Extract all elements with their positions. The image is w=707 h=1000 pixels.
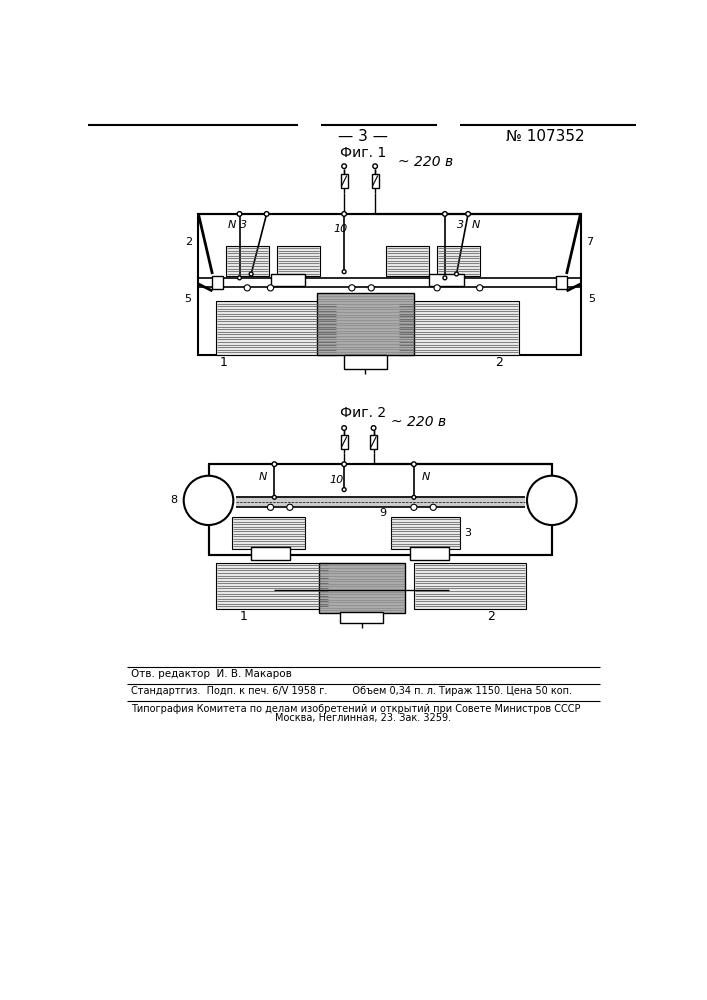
Text: Фиг. 1: Фиг. 1 <box>339 146 386 160</box>
Text: 4: 4 <box>285 276 292 286</box>
Circle shape <box>238 276 241 280</box>
Bar <box>251 547 290 560</box>
Text: 5: 5 <box>184 294 191 304</box>
Bar <box>317 293 414 355</box>
Circle shape <box>341 212 346 216</box>
Text: 9: 9 <box>562 492 569 502</box>
Text: 9: 9 <box>380 508 387 518</box>
Circle shape <box>342 270 346 274</box>
Text: — 3 —: — 3 — <box>338 129 387 144</box>
Circle shape <box>272 462 276 466</box>
Circle shape <box>342 488 346 492</box>
Text: 6: 6 <box>358 614 366 627</box>
Circle shape <box>349 285 355 291</box>
Bar <box>386 246 428 276</box>
Text: 4: 4 <box>443 276 450 286</box>
Circle shape <box>373 164 378 169</box>
Text: ~ 220 в: ~ 220 в <box>391 415 445 429</box>
Circle shape <box>371 426 376 430</box>
Bar <box>556 276 566 289</box>
Bar <box>341 435 348 449</box>
Circle shape <box>466 212 470 216</box>
Text: 2: 2 <box>495 356 503 369</box>
Circle shape <box>267 285 274 291</box>
Circle shape <box>287 504 293 510</box>
Circle shape <box>411 504 417 510</box>
Bar <box>370 435 377 449</box>
Bar <box>398 301 518 355</box>
Circle shape <box>341 164 346 169</box>
Circle shape <box>341 462 346 466</box>
Bar <box>429 274 464 286</box>
Text: Стандартгиз.  Подп. к печ. 6/V 1958 г.        Объем 0,34 п. л. Тираж 1150. Цена : Стандартгиз. Подп. к печ. 6/V 1958 г. Об… <box>131 686 572 696</box>
Bar <box>235 496 525 507</box>
Text: 10: 10 <box>333 224 347 234</box>
Circle shape <box>527 476 577 525</box>
Text: 7: 7 <box>586 237 593 247</box>
Text: № 107352: № 107352 <box>506 129 585 144</box>
Bar <box>344 355 387 369</box>
Text: Москва, Неглинная, 23. Зак. 3259.: Москва, Неглинная, 23. Зак. 3259. <box>274 713 451 723</box>
Text: 4: 4 <box>267 549 274 559</box>
Bar <box>216 301 337 355</box>
Text: 2: 2 <box>185 237 193 247</box>
Text: Отв. редактор  И. В. Макаров: Отв. редактор И. В. Макаров <box>131 669 292 679</box>
Circle shape <box>249 272 253 276</box>
Bar <box>232 517 305 549</box>
Circle shape <box>267 504 274 510</box>
Bar <box>199 214 580 355</box>
Circle shape <box>237 212 242 216</box>
Bar <box>391 517 460 549</box>
Bar <box>320 563 404 613</box>
Text: Фиг. 2: Фиг. 2 <box>339 406 386 420</box>
Text: 6: 6 <box>361 358 369 371</box>
Text: N: N <box>421 472 430 482</box>
Text: 3: 3 <box>457 220 464 230</box>
Text: 3: 3 <box>464 528 472 538</box>
Bar <box>372 174 379 188</box>
Bar <box>277 246 320 276</box>
Circle shape <box>272 495 276 499</box>
Circle shape <box>455 272 458 276</box>
Circle shape <box>411 462 416 466</box>
Bar <box>209 464 552 555</box>
Bar <box>341 174 348 188</box>
Text: ~ 220 в: ~ 220 в <box>398 155 453 169</box>
Text: Типография Комитета по делам изобретений и открытий при Совете Министров СССР: Типография Комитета по делам изобретений… <box>131 704 580 714</box>
Text: N: N <box>259 472 267 482</box>
Text: N: N <box>472 220 480 230</box>
Circle shape <box>434 285 440 291</box>
Bar <box>212 276 223 289</box>
Bar <box>216 563 329 609</box>
Circle shape <box>443 212 448 216</box>
Text: 1: 1 <box>220 356 228 369</box>
Text: N: N <box>228 220 236 230</box>
Circle shape <box>341 426 346 430</box>
Circle shape <box>443 276 447 280</box>
Bar <box>226 246 269 276</box>
Circle shape <box>184 476 233 525</box>
Text: 10: 10 <box>329 475 344 485</box>
Circle shape <box>477 285 483 291</box>
Circle shape <box>368 285 374 291</box>
Bar <box>410 547 449 560</box>
Text: 8: 8 <box>170 495 177 505</box>
Circle shape <box>412 495 416 499</box>
Circle shape <box>264 212 269 216</box>
Text: 5: 5 <box>588 294 595 304</box>
Text: 3: 3 <box>240 220 247 230</box>
Circle shape <box>430 504 436 510</box>
Bar <box>271 274 305 286</box>
Text: 2: 2 <box>487 610 496 624</box>
Text: 1: 1 <box>240 610 247 624</box>
Bar <box>437 246 480 276</box>
Text: 4: 4 <box>426 549 433 559</box>
Bar <box>414 563 526 609</box>
Bar <box>340 612 383 623</box>
Circle shape <box>244 285 250 291</box>
